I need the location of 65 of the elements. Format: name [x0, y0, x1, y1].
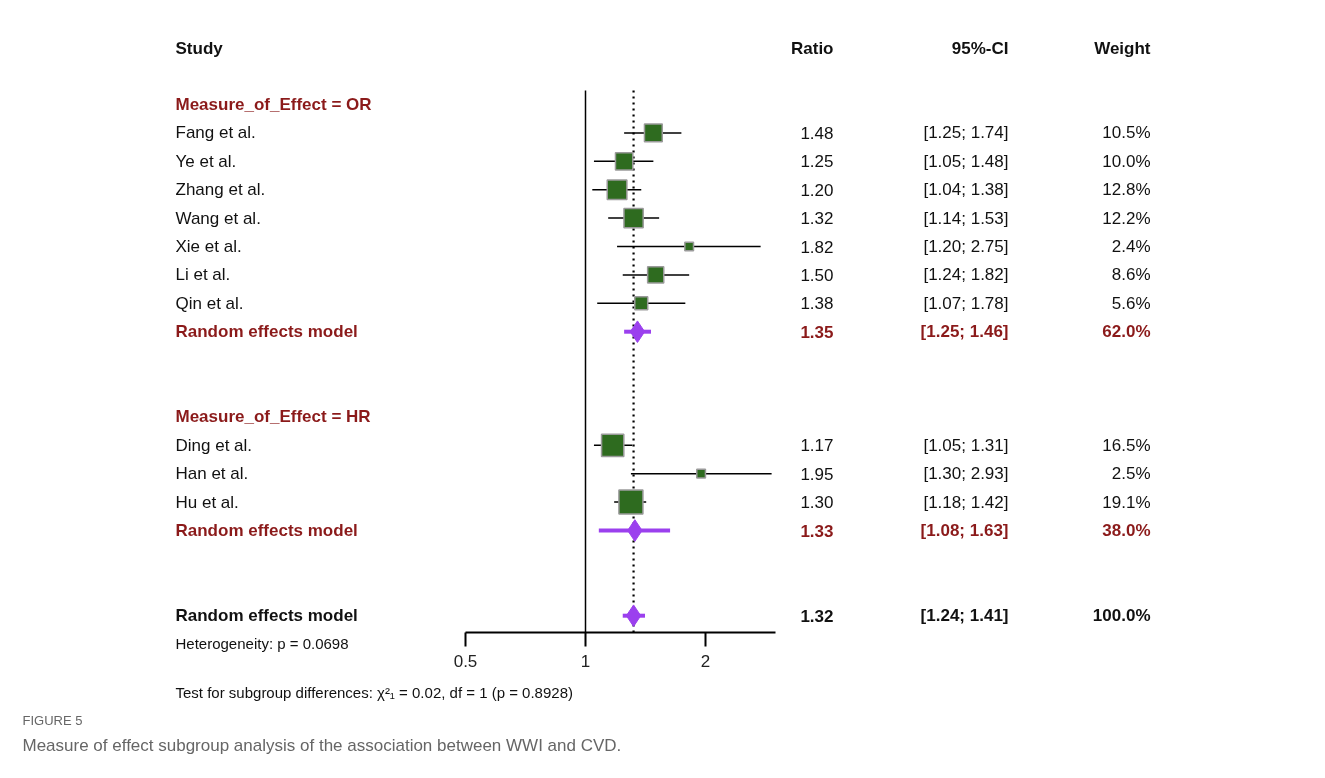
- text: 12.2%: [1102, 208, 1151, 228]
- y-tick-label: Xie et al.: [175, 237, 242, 256]
- y-tick-label: Fang et al.: [175, 123, 256, 143]
- text: [1.08; 1.63]: [920, 521, 1009, 540]
- y-tick-label: Li et al.: [175, 265, 231, 285]
- text: 38.0%: [1102, 521, 1151, 540]
- text: 1.20: [800, 180, 834, 200]
- text: [1.07; 1.78]: [923, 293, 1009, 313]
- text: 95%-CI: [951, 39, 1009, 58]
- x-tick-label: 2: [700, 651, 711, 671]
- text: 1.30: [800, 493, 834, 513]
- text: 5.6%: [1111, 293, 1151, 313]
- text: [1.24; 1.82]: [923, 265, 1009, 285]
- text: [1.25; 1.46]: [920, 322, 1009, 342]
- y-tick-label: Ye et al.: [175, 151, 237, 171]
- text: [1.18; 1.42]: [923, 492, 1009, 512]
- y-tick-label: Wang et al.: [175, 208, 261, 228]
- text: 16.5%: [1102, 435, 1151, 455]
- text: 12.8%: [1102, 180, 1151, 200]
- y-tick-label: Zhang et al.: [175, 180, 266, 200]
- text: 100.0%: [1092, 606, 1151, 626]
- text: [1.30; 2.93]: [923, 464, 1009, 484]
- text: 2.5%: [1111, 464, 1151, 484]
- y-tick-label: Random effects model: [175, 521, 358, 540]
- text: 1.48: [800, 123, 834, 143]
- text: [1.14; 1.53]: [923, 208, 1009, 228]
- x-tick-label: 1: [580, 651, 591, 671]
- y-tick-label: Random effects model: [175, 322, 358, 342]
- y-tick-label: Ding et al.: [175, 435, 253, 455]
- text: Heterogeneity: p = 0.0698: [175, 635, 349, 652]
- y-tick-label: Qin et al.: [175, 293, 244, 313]
- y-axis-title: Study: [175, 39, 224, 58]
- text: 10.5%: [1102, 123, 1151, 143]
- text: 1.32: [800, 606, 834, 626]
- text: 10.0%: [1102, 151, 1151, 171]
- text: 1.25: [800, 152, 834, 172]
- text: 1.50: [800, 265, 834, 285]
- text: 1.95: [800, 464, 834, 484]
- y-tick-label: Hu et al.: [175, 492, 239, 512]
- text: Test for subgroup differences: χ²₁ = 0.02, df = 1 (p = 0.8928): [175, 684, 573, 701]
- y-tick-label: Han et al.: [175, 464, 249, 484]
- text: [1.05; 1.31]: [923, 435, 1009, 455]
- text: 2.4%: [1111, 237, 1151, 256]
- text: Ratio: [791, 39, 834, 58]
- text: 1.35: [800, 322, 834, 342]
- text: [1.04; 1.38]: [923, 180, 1009, 200]
- text: 1.33: [800, 521, 834, 541]
- y-tick-label: Measure_of_Effect = OR: [175, 95, 372, 114]
- caption: FIGURE 5: [22, 713, 83, 728]
- text: [1.05; 1.48]: [923, 151, 1009, 171]
- text: 19.1%: [1102, 492, 1151, 512]
- y-tick-label: Measure_of_Effect = HR: [175, 407, 371, 427]
- text: 1.32: [800, 209, 834, 229]
- text: 1.82: [800, 237, 834, 257]
- text: Measure of effect subgroup analysis of the association between WWI and CVD.: [22, 736, 622, 755]
- text: [1.20; 2.75]: [923, 237, 1009, 256]
- text: [1.25; 1.74]: [923, 123, 1009, 143]
- text: Weight: [1094, 39, 1151, 58]
- text: [1.24; 1.41]: [920, 606, 1009, 626]
- text: 1.38: [800, 294, 834, 314]
- text: 1.17: [800, 436, 834, 456]
- x-tick-label: 0.5: [453, 651, 478, 671]
- y-tick-label: Random effects model: [175, 606, 358, 626]
- text: 62.0%: [1102, 322, 1151, 342]
- text: 8.6%: [1111, 265, 1151, 285]
